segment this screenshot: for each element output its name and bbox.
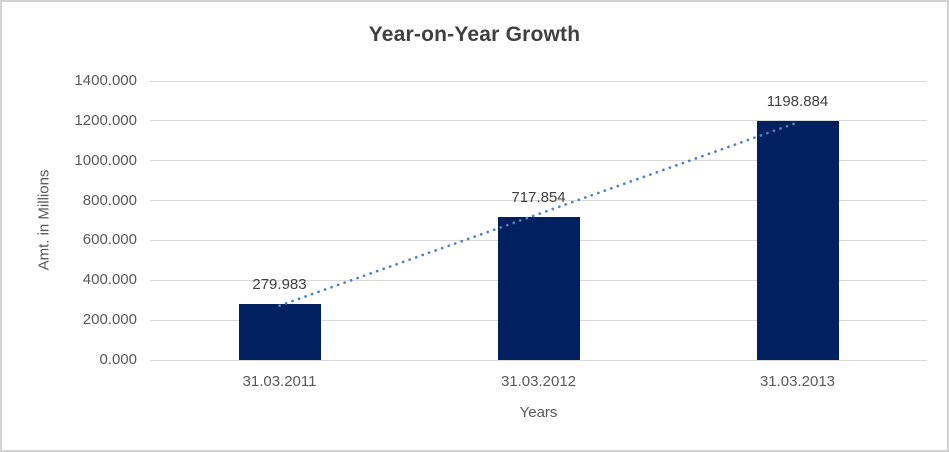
- y-axis-tick-label: 1000.000: [74, 151, 137, 169]
- bar: [238, 304, 321, 360]
- chart-title: Year-on-Year Growth: [368, 23, 581, 46]
- plot-area: 279.983 717.854 1198.884: [150, 80, 927, 361]
- x-axis-line: [150, 359, 927, 361]
- y-axis-tick-label: 1400.000: [74, 72, 137, 89]
- bar-value-label: 1198.884: [766, 93, 829, 111]
- x-axis-tick-label: 31.03.2013: [759, 373, 836, 390]
- y-axis-tick-label: 200.000: [82, 311, 137, 329]
- y-axis-tick-label: 0.000: [99, 351, 137, 368]
- y-axis-tick-label: 600.000: [82, 231, 137, 249]
- y-axis-tick-label: 400.000: [82, 271, 137, 289]
- x-axis-tick-label: 31.03.2011: [242, 373, 317, 390]
- y-axis-tick-label: 1200.000: [74, 111, 137, 129]
- bar-value-label: 717.854: [511, 188, 566, 206]
- x-axis-tick-label: 31.03.2012: [500, 373, 577, 390]
- x-axis-title: Years: [519, 404, 558, 421]
- bar-value-label: 279.983: [252, 276, 307, 294]
- bar: [756, 121, 839, 360]
- gridline: [150, 120, 927, 122]
- y-axis-title: Amt. in Millions: [35, 169, 53, 271]
- gridline: [150, 80, 927, 82]
- bar: [497, 216, 580, 360]
- y-axis-tick-label: 800.000: [82, 191, 137, 209]
